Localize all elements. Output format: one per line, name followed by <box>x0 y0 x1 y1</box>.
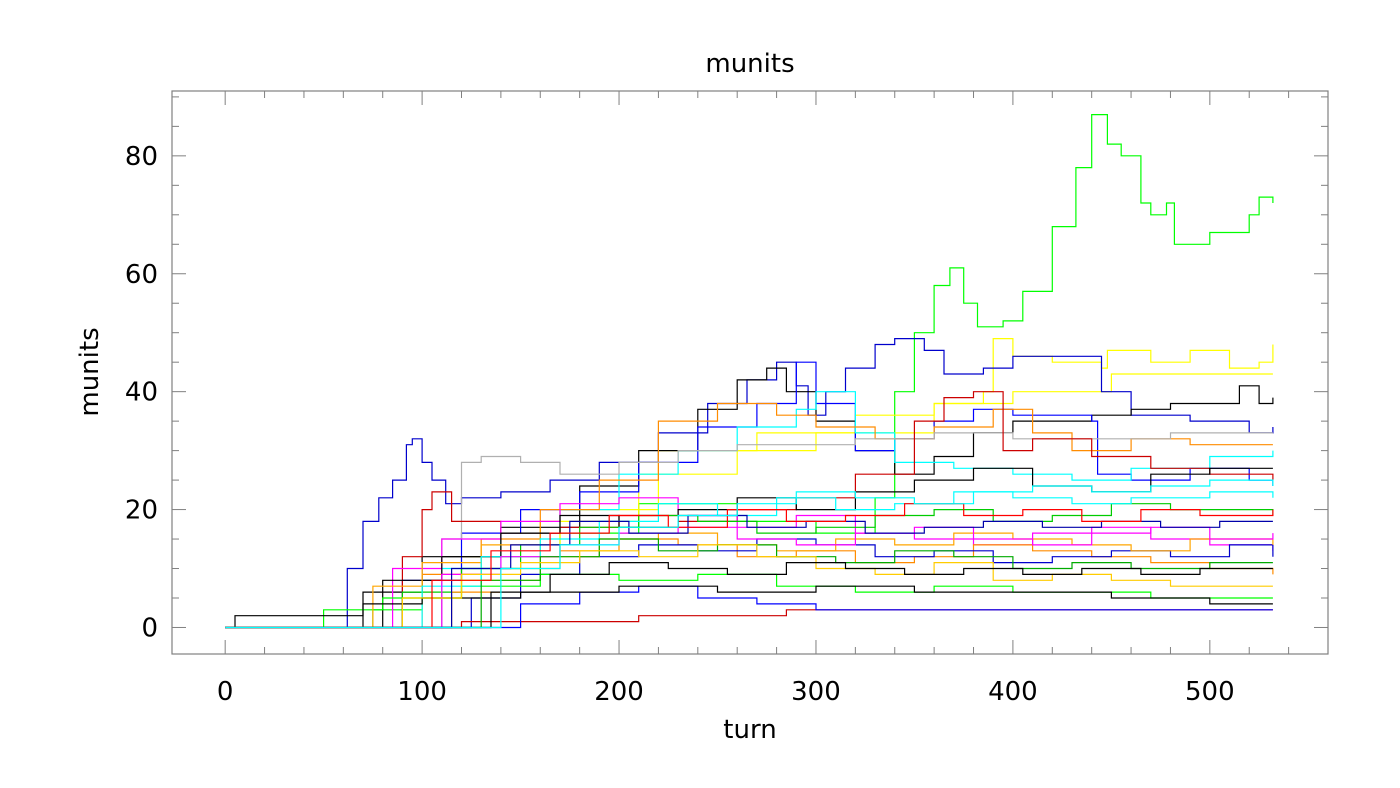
series-line-27 <box>225 503 1274 629</box>
y-tick-label: 20 <box>125 496 158 526</box>
series-line-28 <box>225 479 1274 629</box>
x-tick-label: 200 <box>594 677 644 707</box>
series-line-9 <box>225 432 1273 629</box>
y-axis-title: munits <box>75 327 105 416</box>
y-tick-label: 60 <box>125 260 158 290</box>
y-tick-label: 80 <box>125 142 158 172</box>
series-line-23 <box>225 538 1273 629</box>
x-tick-label: 100 <box>397 677 447 707</box>
series-layer <box>225 113 1274 629</box>
x-axis-title: turn <box>723 715 776 745</box>
y-tick-label: 0 <box>141 613 158 643</box>
x-tick-label: 300 <box>791 677 841 707</box>
x-tick-label: 500 <box>1185 677 1235 707</box>
x-tick-label: 400 <box>988 677 1038 707</box>
series-line-26 <box>225 561 1273 629</box>
y-tick-label: 40 <box>125 378 158 408</box>
tick-layer: 0 100 200 300 400 500 0 20 40 60 80 <box>125 91 1329 707</box>
plot-frame <box>171 90 1329 655</box>
x-tick-label: 0 <box>217 677 234 707</box>
chart-title: munits <box>705 49 794 79</box>
series-line-21 <box>225 585 1273 629</box>
